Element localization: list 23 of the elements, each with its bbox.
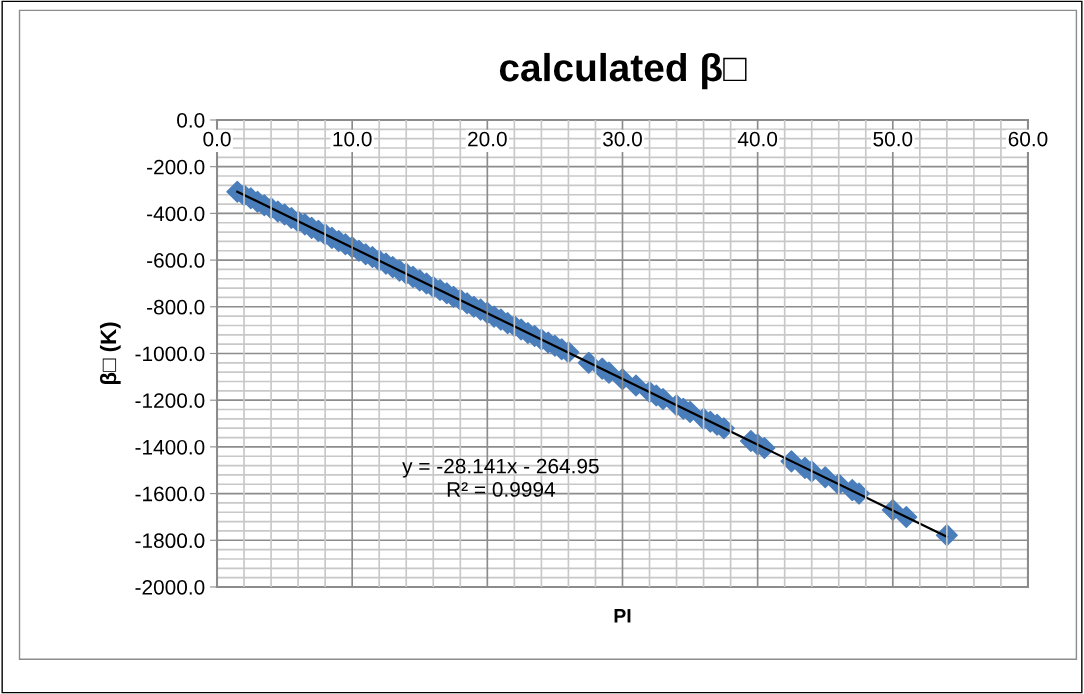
y-axis-title: β□ (K) xyxy=(99,322,121,384)
annotation: R² = 0.9994 xyxy=(447,482,555,497)
x-tick-label: 60.0 xyxy=(1008,131,1048,147)
y-tick-label: -1000.0 xyxy=(135,346,205,362)
y-tick-label: -1800.0 xyxy=(135,533,205,549)
annotation: y = -28.141x - 264.95 xyxy=(402,458,599,478)
x-tick-label: 50.0 xyxy=(873,131,913,147)
x-tick-label: 30.0 xyxy=(603,131,642,147)
x-tick-label: 20.0 xyxy=(468,131,507,147)
x-axis-title: PI xyxy=(614,609,631,623)
y-tick-label: -2000.0 xyxy=(135,579,205,595)
y-tick-label: -1200.0 xyxy=(135,393,205,408)
x-tick-label: 10.0 xyxy=(333,131,372,147)
y-tick-label: -1600.0 xyxy=(135,486,205,502)
y-tick-label: -200.0 xyxy=(147,159,205,175)
y-tick-label: -400.0 xyxy=(147,206,205,222)
x-tick-label: 0.0 xyxy=(203,131,231,147)
y-tick-label: -1400.0 xyxy=(135,439,205,455)
y-tick-label: 0.0 xyxy=(177,112,205,128)
y-tick-label: -800.0 xyxy=(147,299,205,315)
y-tick-label: -600.0 xyxy=(147,253,205,268)
x-tick-label: 40.0 xyxy=(737,131,778,147)
chart-title: calculated β□ xyxy=(499,52,747,90)
